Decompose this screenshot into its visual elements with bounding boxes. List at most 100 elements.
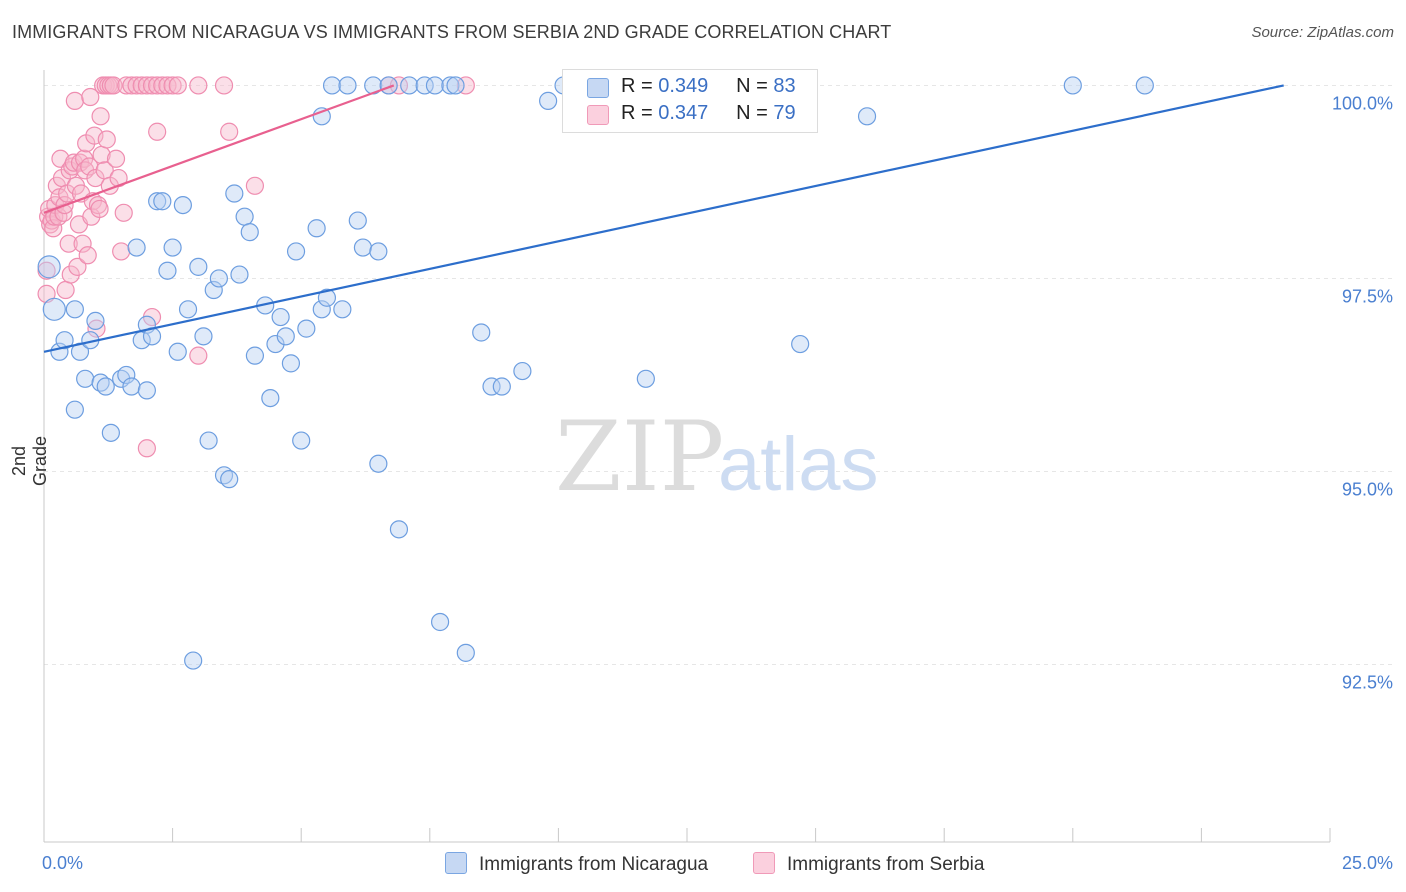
serbia-point-42 [90, 199, 109, 219]
watermark: ZIP atlas [555, 401, 879, 513]
nicaragua-point-61 [379, 76, 398, 95]
serbia-point-43 [91, 107, 110, 126]
series-nicaragua-points [37, 76, 1154, 670]
nicaragua-point-36 [225, 184, 244, 203]
serbia-point-62 [142, 76, 162, 95]
serbia-point-66 [163, 76, 182, 95]
legend-r-value: 0.347 [658, 102, 709, 124]
nicaragua-point-37 [230, 265, 249, 284]
serbia-point-25 [68, 257, 87, 276]
serbia-point-75 [245, 176, 265, 195]
nicaragua-point-3 [55, 331, 74, 350]
nicaragua-point-79 [857, 107, 877, 126]
nicaragua-point-11 [96, 377, 115, 396]
y-tick-label-3: 100.0% [1332, 93, 1393, 113]
trend-lines [43, 84, 1284, 353]
nicaragua-point-46 [281, 354, 301, 373]
serbia-point-68 [137, 439, 156, 458]
nicaragua-point-9 [86, 311, 105, 330]
nicaragua-point-29 [189, 257, 208, 276]
nicaragua-point-27 [178, 300, 198, 319]
nicaragua-point-28 [184, 651, 203, 670]
nicaragua-point-42 [261, 389, 280, 408]
serbia-point-57 [117, 76, 136, 95]
serbia-point-23 [65, 91, 84, 110]
nicaragua-point-63 [400, 76, 419, 95]
nicaragua-point-32 [204, 280, 223, 300]
nicaragua-point-38 [235, 207, 254, 226]
nicaragua-point-0 [37, 255, 61, 279]
serbia-point-40 [87, 319, 106, 338]
serbia-point-70 [148, 122, 167, 141]
nicaragua-point-15 [122, 377, 141, 396]
nicaragua-point-49 [297, 319, 316, 338]
nicaragua-point-12 [101, 423, 120, 442]
bottom-legend-label-nicaragua: Immigrants from Nicaragua [479, 854, 709, 875]
nicaragua-point-70 [472, 323, 491, 342]
bottom-legend-serbia: Immigrants from Serbia [753, 852, 984, 876]
nicaragua-point-67 [441, 76, 460, 95]
nicaragua-point-7 [65, 400, 84, 419]
serbia-point-67 [168, 76, 187, 95]
trend-line-serbia [43, 84, 395, 214]
nicaragua-point-55 [338, 76, 357, 95]
serbia-point-74 [220, 122, 239, 141]
legend-n-label: N = [736, 102, 768, 124]
nicaragua-point-68 [446, 76, 465, 95]
nicaragua-point-16 [127, 238, 146, 257]
nicaragua-point-31 [199, 431, 218, 450]
nicaragua-point-72 [492, 377, 511, 396]
nicaragua-point-56 [348, 211, 367, 230]
serbia-point-71 [189, 76, 208, 95]
serbia-point-64 [153, 76, 172, 95]
nicaragua-point-73 [513, 361, 532, 381]
grid-lines [44, 84, 1392, 665]
serbia-point-63 [148, 76, 167, 95]
nicaragua-point-53 [322, 76, 342, 95]
x-tick-label-0: 0.0% [42, 853, 83, 873]
nicaragua-point-33 [209, 269, 228, 288]
nicaragua-point-25 [168, 342, 187, 361]
nicaragua-point-62 [389, 520, 409, 539]
nicaragua-point-14 [117, 365, 136, 385]
serbia-point-39 [86, 168, 105, 188]
serbia-point-73 [214, 76, 234, 95]
legend-r-label: R = [621, 102, 653, 124]
serbia-point-59 [127, 76, 146, 95]
serbia-point-61 [137, 76, 156, 95]
x-tick-label-1: 25.0% [1342, 853, 1393, 873]
legend-n-value: 79 [773, 102, 796, 124]
nicaragua-point-65 [425, 76, 445, 95]
serbia-point-56 [114, 203, 133, 222]
y-tick-label-1: 95.0% [1342, 479, 1393, 499]
nicaragua-point-80 [1063, 76, 1082, 95]
nicaragua-point-52 [317, 288, 337, 307]
nicaragua-point-40 [245, 346, 265, 365]
nicaragua-point-4 [65, 300, 84, 319]
axes [43, 70, 1331, 843]
nicaragua-point-66 [430, 612, 450, 632]
nicaragua-point-59 [369, 242, 388, 261]
serbia-point-55 [112, 242, 131, 261]
nicaragua-point-60 [369, 454, 388, 473]
nicaragua-point-77 [636, 369, 655, 388]
nicaragua-point-44 [271, 307, 290, 327]
nicaragua-point-24 [163, 238, 182, 257]
y-axis-label: 2nd Grade [9, 435, 50, 487]
nicaragua-point-48 [292, 431, 311, 450]
nicaragua-point-51 [312, 300, 331, 319]
serbia-point-29 [73, 234, 92, 253]
nicaragua-point-78 [791, 334, 810, 354]
serbia-point-18 [59, 234, 78, 253]
serbia-point-72 [189, 346, 208, 365]
nicaragua-point-57 [353, 238, 373, 257]
nicaragua-point-1 [42, 297, 66, 321]
nicaragua-point-47 [286, 242, 306, 261]
bottom-legend-swatch-nicaragua [445, 852, 467, 874]
watermark-atlas: atlas [718, 422, 879, 507]
serbia-point-16 [56, 280, 75, 300]
y-tick-label-0: 92.5% [1342, 672, 1393, 692]
serbia-point-53 [106, 149, 126, 168]
serbia-point-52 [104, 76, 123, 95]
